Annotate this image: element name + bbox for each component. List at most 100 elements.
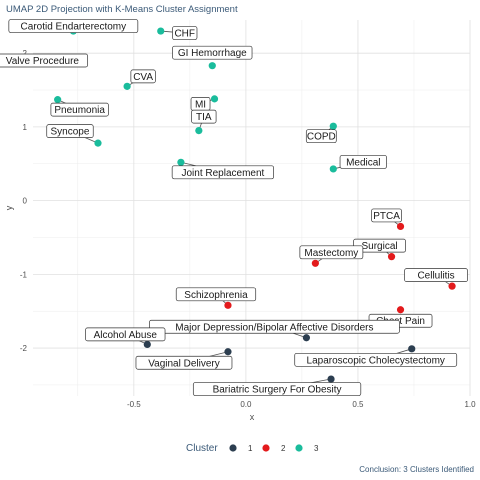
legend: Cluster 1 2 3 [186,443,319,454]
point-label: Bariatric Surgery For Obesity [192,382,362,396]
point-label-box [50,102,109,117]
point-label-box [191,109,217,124]
x-tick-label: 0.5 [352,400,364,409]
x-tick-label: 0.0 [240,400,252,409]
point-label-text: MI [195,99,206,110]
point-label-text: Syncope [51,127,90,138]
point-label: GI Hemorrhage [172,45,253,60]
point-label-box [404,268,468,282]
point-label-text: Major Depression/Bipolar Affective Disor… [175,322,373,333]
point-label: Alcohol Abuse [85,327,166,342]
data-point [224,301,232,309]
x-axis-label: x [250,412,255,422]
data-point [396,306,405,314]
point-label-text: Carotid Endarterectomy [21,22,127,33]
point-label: Mastectomy [299,245,364,260]
data-point [195,126,203,135]
point-label-box [305,129,337,144]
point-label-box [192,382,362,396]
data-point [327,375,335,383]
point-label-text: Cellulitis [417,271,454,282]
point-label: Vaginal Delivery [135,355,233,370]
point-label-text: Chest Pain [376,316,425,327]
point-label-box [172,45,253,60]
point-label: Syncope [46,124,94,138]
data-point [94,139,102,147]
point-label-text: CVA [133,72,153,83]
point-label-text: Laparoscopic Cholecystectomy [307,355,445,366]
point-label: Pneumonia [50,102,109,117]
point-label-text: Pneumonia [54,105,105,116]
point-label-text: COPD [307,132,336,143]
point-label: Joint Replacement [171,165,275,180]
point-label-box [8,19,139,33]
point-label-text: Bariatric Surgery For Obesity [213,385,342,396]
point-label-box [149,319,400,334]
data-point [396,222,405,231]
point-label-box [0,53,89,68]
point-label: Schizophrenia [175,287,257,302]
data-point [123,82,131,90]
point-label-text: Surgical [361,241,397,252]
point-label-box [299,245,364,260]
data-point [143,340,151,348]
point-label: PTCA [371,208,402,223]
point-label-text: Mastectomy [304,248,358,259]
data-point [177,158,185,166]
point-label-text: PTCA [373,211,400,222]
point-label-text: Joint Replacement [181,168,264,179]
data-point [329,122,337,130]
point-label: TIA [191,109,217,124]
point-label-text: Alcohol Abuse [94,330,158,341]
y-tick-label: -2 [20,344,28,353]
point-label-box [130,69,156,84]
data-point [311,259,319,267]
point-label: Carotid Endarterectomy [8,19,139,33]
legend-swatch [229,444,237,452]
point-labels: Carotid Endarterectomy CHF Valve Procedure… [0,19,468,396]
point-label-text: Medical [346,157,380,168]
data-point [224,348,232,356]
point-label: Valve Procedure [0,53,89,68]
data-point [210,95,219,103]
point-label-box [172,26,198,40]
data-point [157,27,165,35]
legend-entry-label: 3 [314,444,319,453]
legend-swatch [262,444,270,452]
point-label-box [339,155,387,169]
point-label: MI [190,97,211,111]
point-label: Medical [339,155,387,169]
point-label-box [294,352,458,367]
data-point [208,62,216,70]
point-label: Cellulitis [404,268,468,282]
y-tick-label: 1 [23,123,28,132]
point-label-text: Vaginal Delivery [148,358,220,369]
x-tick-label: -0.5 [127,400,141,409]
point-label: Laparoscopic Cholecystectomy [294,352,458,367]
point-label-box [46,124,94,138]
data-point [54,96,62,104]
data-point [448,282,456,290]
y-tick-label: 0 [23,197,28,206]
legend-title: Cluster [186,443,218,454]
data-point [408,345,416,353]
point-label-box [85,327,166,342]
legend-swatch [295,444,303,452]
chart-title: UMAP 2D Projection with K-Means Cluster … [6,4,238,15]
point-label-text: Valve Procedure [6,56,80,67]
data-point [302,334,311,342]
chart-caption: Conclusion: 3 Clusters Identified [359,465,474,474]
point-label-text: Schizophrenia [184,290,248,301]
point-label: Surgical [353,238,406,253]
point-label-text: TIA [196,112,212,123]
point-label-text: CHF [174,29,195,40]
point-label: COPD [305,129,337,144]
point-label-text: GI Hemorrhage [178,48,247,59]
point-label-box [171,165,275,180]
point-label: CVA [130,69,156,84]
x-tick-label: 1.0 [464,400,476,409]
y-tick-label: -1 [20,270,28,279]
data-point [387,253,396,261]
data-point [329,165,337,173]
